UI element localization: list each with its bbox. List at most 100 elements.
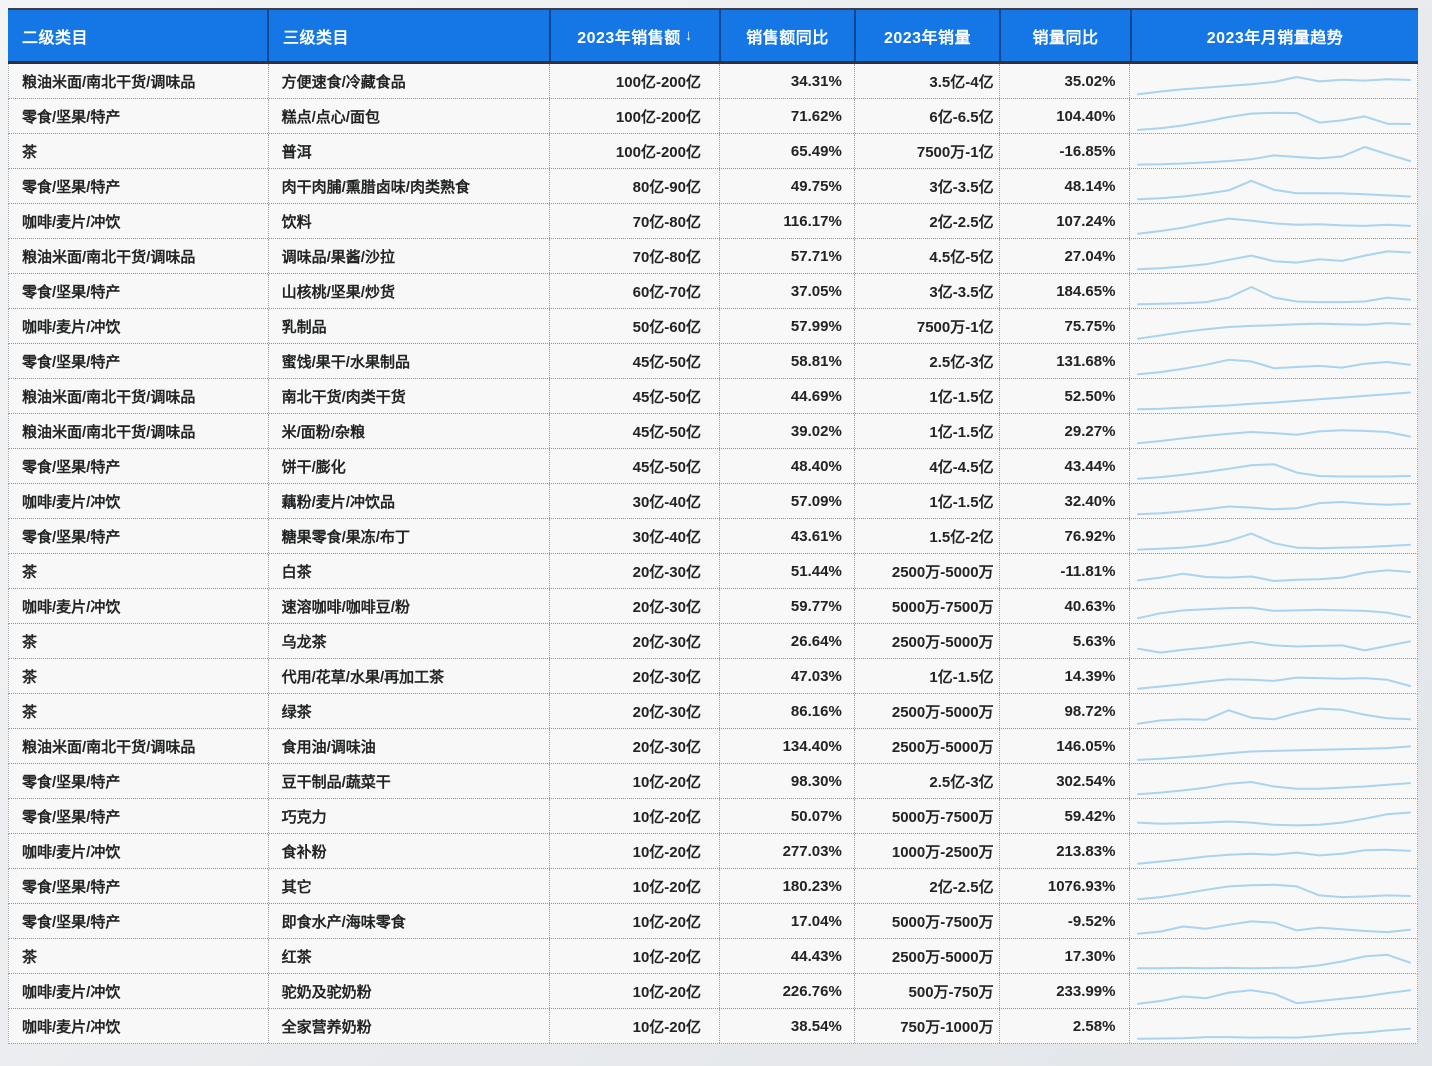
cell-sales-yoy: 43.61% bbox=[718, 519, 854, 553]
header-category-l3[interactable]: 三级类目 bbox=[267, 10, 549, 61]
cell-category-l3: 蜜饯/果干/水果制品 bbox=[267, 344, 550, 378]
cell-volume-yoy: 131.68% bbox=[998, 344, 1130, 378]
cell-trend-sparkline bbox=[1129, 869, 1417, 903]
table-row: 零食/坚果/特产 即食水产/海味零食 10亿-20亿 17.04% 5000万-… bbox=[8, 904, 1418, 939]
cell-sales-range: 100亿-200亿 bbox=[549, 134, 719, 168]
cell-sales-range: 10亿-20亿 bbox=[549, 764, 719, 798]
cell-sales-yoy: 86.16% bbox=[718, 694, 854, 728]
cell-sales-yoy: 277.03% bbox=[718, 834, 854, 868]
cell-sales-range: 30亿-40亿 bbox=[549, 519, 719, 553]
cell-category-l2: 粮油米面/南北干货/调味品 bbox=[22, 73, 196, 91]
header-monthly-trend[interactable]: 2023年月销量趋势 bbox=[1130, 10, 1418, 61]
cell-category-l3: 绿茶 bbox=[267, 694, 550, 728]
cell-category-l2: 零食/坚果/特产 bbox=[22, 178, 121, 196]
cell-volume-yoy: 302.54% bbox=[998, 764, 1130, 798]
header-category-l2[interactable]: 二级类目 bbox=[8, 10, 267, 61]
table-row: 零食/坚果/特产 糕点/点心/面包 100亿-200亿 71.62% 6亿-6.… bbox=[8, 99, 1418, 134]
sort-desc-icon[interactable]: ↓ bbox=[684, 27, 693, 44]
cell-sales-yoy: 49.75% bbox=[718, 169, 854, 203]
header-category-l3-label: 三级类目 bbox=[283, 29, 350, 47]
cell-sales-yoy: 48.40% bbox=[718, 449, 854, 483]
cell-category-l3: 速溶咖啡/咖啡豆/粉 bbox=[267, 589, 550, 623]
cell-trend-sparkline bbox=[1129, 694, 1417, 728]
table-row: 茶 普洱 100亿-200亿 65.49% 7500万-1亿 -16.85% bbox=[8, 134, 1418, 169]
cell-volume-yoy: 52.50% bbox=[998, 379, 1130, 413]
cell-sales-range: 20亿-30亿 bbox=[549, 729, 719, 763]
cell-volume-yoy: 75.75% bbox=[998, 309, 1130, 343]
table-row: 咖啡/麦片/冲饮 速溶咖啡/咖啡豆/粉 20亿-30亿 59.77% 5000万… bbox=[8, 589, 1418, 624]
cell-trend-sparkline bbox=[1129, 799, 1417, 833]
cell-volume-yoy: 184.65% bbox=[998, 274, 1130, 308]
cell-category-l2: 茶 bbox=[22, 143, 38, 161]
cell-sales-yoy: 57.09% bbox=[718, 484, 854, 518]
cell-trend-sparkline bbox=[1129, 974, 1417, 1008]
header-volume-2023-label: 2023年销量 bbox=[883, 29, 972, 47]
cell-trend-sparkline bbox=[1129, 764, 1417, 798]
sparkline-chart bbox=[1136, 429, 1411, 445]
cell-sales-range: 10亿-20亿 bbox=[549, 1009, 719, 1043]
cell-category-l2: 茶 bbox=[22, 948, 38, 966]
cell-volume-yoy: 32.40% bbox=[998, 484, 1130, 518]
cell-trend-sparkline bbox=[1129, 169, 1417, 203]
cell-volume-range: 750万-1000万 bbox=[853, 1009, 999, 1043]
sparkline-chart bbox=[1136, 640, 1411, 654]
cell-category-l3: 南北干货/肉类干货 bbox=[267, 379, 550, 413]
cell-volume-yoy: 48.14% bbox=[998, 169, 1130, 203]
cell-category-l3: 饼干/膨化 bbox=[267, 449, 550, 483]
cell-sales-yoy: 38.54% bbox=[718, 1009, 854, 1043]
cell-volume-range: 3.5亿-4亿 bbox=[853, 64, 999, 98]
cell-category-l3: 藕粉/麦片/冲饮品 bbox=[267, 484, 550, 518]
sparkline-chart bbox=[1136, 501, 1411, 516]
cell-category-l2: 咖啡/麦片/冲饮 bbox=[22, 493, 121, 511]
cell-sales-yoy: 39.02% bbox=[718, 414, 854, 448]
table-row: 茶 白茶 20亿-30亿 51.44% 2500万-5000万 -11.81% bbox=[8, 554, 1418, 589]
cell-category-l2: 咖啡/麦片/冲饮 bbox=[22, 983, 121, 1001]
header-sales-yoy[interactable]: 销售额同比 bbox=[719, 10, 854, 61]
sparkline-chart bbox=[1136, 920, 1411, 935]
cell-sales-yoy: 58.81% bbox=[718, 344, 854, 378]
sparkline-chart bbox=[1136, 146, 1411, 166]
cell-category-l2: 零食/坚果/特产 bbox=[22, 808, 121, 826]
cell-sales-yoy: 26.64% bbox=[718, 624, 854, 658]
sparkline-chart bbox=[1136, 883, 1411, 901]
cell-volume-range: 500万-750万 bbox=[853, 974, 999, 1008]
table-row: 粮油米面/南北干货/调味品 调味品/果酱/沙拉 70亿-80亿 57.71% 4… bbox=[8, 239, 1418, 274]
sparkline-chart bbox=[1136, 322, 1411, 340]
table-row: 茶 红茶 10亿-20亿 44.43% 2500万-5000万 17.30% bbox=[8, 939, 1418, 974]
header-sales-2023[interactable]: 2023年销售额 ↓ bbox=[549, 10, 719, 61]
cell-category-l2: 粮油米面/南北干货/调味品 bbox=[22, 248, 196, 266]
table-row: 粮油米面/南北干货/调味品 方便速食/冷藏食品 100亿-200亿 34.31%… bbox=[8, 64, 1418, 99]
cell-volume-yoy: -9.52% bbox=[998, 904, 1130, 938]
cell-trend-sparkline bbox=[1129, 274, 1417, 308]
cell-sales-yoy: 50.07% bbox=[718, 799, 854, 833]
table-row: 零食/坚果/特产 饼干/膨化 45亿-50亿 48.40% 4亿-4.5亿 43… bbox=[8, 449, 1418, 484]
cell-volume-range: 2500万-5000万 bbox=[853, 939, 999, 973]
cell-sales-yoy: 180.23% bbox=[718, 869, 854, 903]
cell-volume-range: 2.5亿-3亿 bbox=[853, 764, 999, 798]
header-volume-yoy[interactable]: 销量同比 bbox=[999, 10, 1130, 61]
sparkline-chart bbox=[1136, 286, 1411, 306]
cell-sales-yoy: 134.40% bbox=[718, 729, 854, 763]
cell-category-l3: 糖果零食/果冻/布丁 bbox=[267, 519, 550, 553]
cell-sales-yoy: 98.30% bbox=[718, 764, 854, 798]
table-header-row: 二级类目 三级类目 2023年销售额 ↓ 销售额同比 2023年销量 销量同比 … bbox=[8, 8, 1418, 64]
cell-volume-range: 7500万-1亿 bbox=[853, 134, 999, 168]
cell-trend-sparkline bbox=[1129, 484, 1417, 518]
header-sales-yoy-label: 销售额同比 bbox=[746, 29, 829, 47]
cell-volume-range: 1.5亿-2亿 bbox=[853, 519, 999, 553]
cell-trend-sparkline bbox=[1129, 834, 1417, 868]
cell-sales-yoy: 57.71% bbox=[718, 239, 854, 273]
header-category-l2-label: 二级类目 bbox=[22, 29, 89, 47]
table-row: 茶 代用/花草/水果/再加工茶 20亿-30亿 47.03% 1亿-1.5亿 1… bbox=[8, 659, 1418, 694]
cell-category-l2: 茶 bbox=[22, 668, 38, 686]
sparkline-chart bbox=[1136, 606, 1411, 620]
cell-volume-range: 5000万-7500万 bbox=[853, 589, 999, 623]
sparkline-chart bbox=[1136, 569, 1411, 582]
cell-volume-range: 2500万-5000万 bbox=[853, 624, 999, 658]
sparkline-chart bbox=[1136, 532, 1411, 551]
cell-volume-yoy: 29.27% bbox=[998, 414, 1130, 448]
header-volume-2023[interactable]: 2023年销量 bbox=[854, 10, 999, 61]
cell-volume-yoy: -11.81% bbox=[998, 554, 1130, 588]
cell-sales-yoy: 57.99% bbox=[718, 309, 854, 343]
cell-category-l2: 零食/坚果/特产 bbox=[22, 913, 121, 931]
